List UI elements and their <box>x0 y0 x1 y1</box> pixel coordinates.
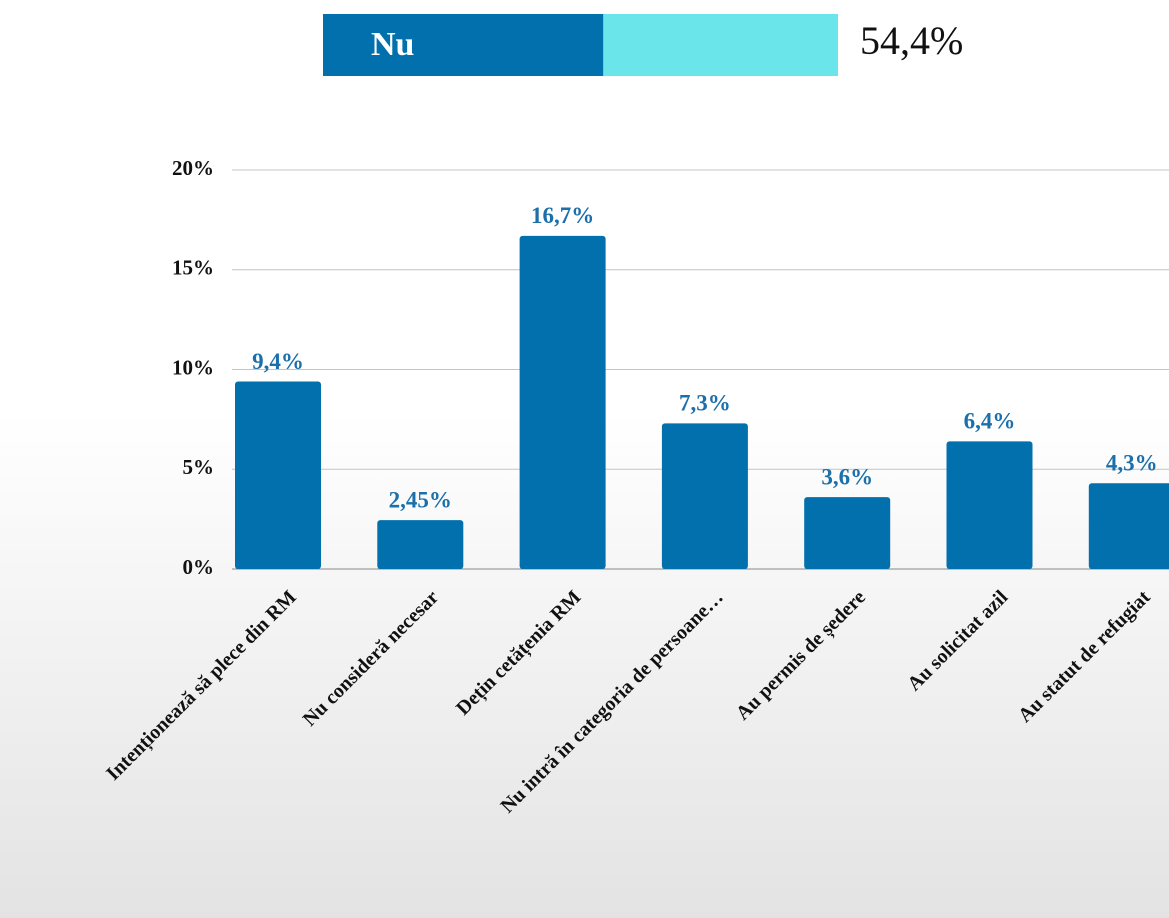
bar <box>1088 483 1169 569</box>
y-tick-label: 5% <box>183 455 215 479</box>
bar <box>661 423 748 569</box>
value-label: 9,4% <box>252 349 304 374</box>
bar <box>235 381 321 569</box>
y-tick-label: 20% <box>172 156 214 180</box>
bar <box>804 497 891 569</box>
bar <box>946 441 1033 569</box>
y-tick-label: 15% <box>172 256 214 280</box>
value-label: 4,3% <box>1106 450 1158 475</box>
header-bar <box>323 14 604 76</box>
header-value: 54,4% <box>860 18 963 63</box>
value-label: 6,4% <box>964 409 1016 434</box>
bar <box>377 520 464 569</box>
y-tick-label: 10% <box>172 355 214 379</box>
value-label: 7,3% <box>679 391 731 416</box>
value-label: 16,7% <box>531 203 594 228</box>
bar <box>519 235 606 569</box>
value-label: 3,6% <box>821 464 873 489</box>
header-label: Nu <box>371 26 414 63</box>
value-label: 2,45% <box>389 487 452 512</box>
y-tick-label: 0% <box>183 555 215 579</box>
